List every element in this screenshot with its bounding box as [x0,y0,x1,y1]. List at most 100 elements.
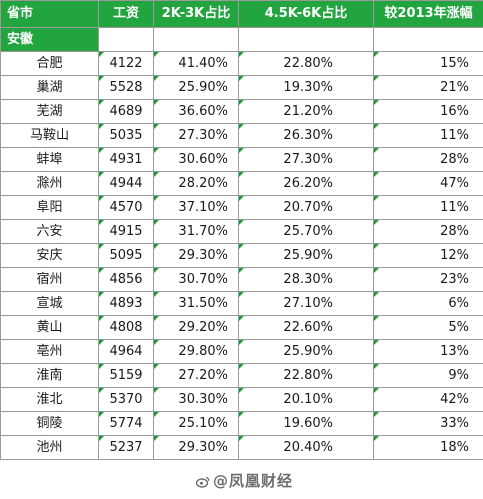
header-share-2k-3k[interactable]: 2K-3K占比 [153,0,239,28]
share-2k-3k-cell[interactable]: 25.10% [153,411,239,436]
city-cell[interactable]: 六安 [0,219,99,244]
wage-cell[interactable]: 4931 [98,147,154,172]
share-4-5k-6k-cell[interactable]: 20.70% [238,195,374,220]
city-cell[interactable]: 黄山 [0,315,99,340]
share-2k-3k-cell[interactable]: 31.50% [153,291,239,316]
growth-cell[interactable]: 15% [373,51,483,76]
wage-cell[interactable]: 4964 [98,339,154,364]
growth-cell[interactable]: 47% [373,171,483,196]
city-cell[interactable]: 宿州 [0,267,99,292]
wage-cell[interactable]: 5528 [98,75,154,100]
growth-cell[interactable]: 42% [373,387,483,412]
share-4-5k-6k-cell[interactable]: 21.20% [238,99,374,124]
share-4-5k-6k-cell[interactable]: 22.80% [238,51,374,76]
share-2k-3k-cell[interactable]: 31.70% [153,219,239,244]
wage-cell[interactable]: 5237 [98,435,154,460]
wage-cell[interactable]: 4915 [98,219,154,244]
share-4-5k-6k-cell[interactable]: 27.30% [238,147,374,172]
share-2k-3k-cell[interactable]: 29.80% [153,339,239,364]
share-2k-3k-cell[interactable]: 29.30% [153,435,239,460]
wage-cell[interactable]: 4856 [98,267,154,292]
city-cell[interactable]: 淮北 [0,387,99,412]
growth-cell[interactable]: 18% [373,435,483,460]
growth-cell[interactable]: 13% [373,339,483,364]
empty-cell[interactable] [373,27,483,52]
share-2k-3k-cell[interactable]: 36.60% [153,99,239,124]
empty-cell[interactable] [98,27,154,52]
city-cell[interactable]: 马鞍山 [0,123,99,148]
wage-cell[interactable]: 5095 [98,243,154,268]
city-cell[interactable]: 池州 [0,435,99,460]
share-4-5k-6k-cell[interactable]: 19.30% [238,75,374,100]
share-2k-3k-cell[interactable]: 25.90% [153,75,239,100]
city-cell[interactable]: 滁州 [0,171,99,196]
share-2k-3k-cell[interactable]: 27.20% [153,363,239,388]
share-4-5k-6k-cell[interactable]: 25.90% [238,339,374,364]
watermark: @凤凰财经 [196,470,293,491]
share-2k-3k-cell[interactable]: 29.20% [153,315,239,340]
wage-cell[interactable]: 5370 [98,387,154,412]
city-cell[interactable]: 芜湖 [0,99,99,124]
share-2k-3k-cell[interactable]: 30.60% [153,147,239,172]
share-4-5k-6k-cell[interactable]: 22.80% [238,363,374,388]
wage-cell[interactable]: 4808 [98,315,154,340]
share-4-5k-6k-cell[interactable]: 25.90% [238,243,374,268]
share-2k-3k-cell[interactable]: 30.70% [153,267,239,292]
growth-cell[interactable]: 11% [373,123,483,148]
share-4-5k-6k-cell[interactable]: 20.40% [238,435,374,460]
table-row: 黄山 4808 29.20% 22.60% 5% [0,315,483,340]
share-4-5k-6k-cell[interactable]: 26.20% [238,171,374,196]
growth-cell[interactable]: 12% [373,243,483,268]
empty-cell[interactable] [153,27,239,52]
share-2k-3k-cell[interactable]: 27.30% [153,123,239,148]
growth-cell[interactable]: 28% [373,219,483,244]
wage-cell[interactable]: 4689 [98,99,154,124]
empty-cell[interactable] [238,27,374,52]
growth-cell[interactable]: 33% [373,411,483,436]
share-4-5k-6k-cell[interactable]: 20.10% [238,387,374,412]
city-cell[interactable]: 宣城 [0,291,99,316]
growth-cell[interactable]: 28% [373,147,483,172]
wage-cell[interactable]: 4122 [98,51,154,76]
share-4-5k-6k-cell[interactable]: 22.60% [238,315,374,340]
share-4-5k-6k-cell[interactable]: 26.30% [238,123,374,148]
city-cell[interactable]: 安庆 [0,243,99,268]
share-4-5k-6k-cell[interactable]: 27.10% [238,291,374,316]
growth-cell[interactable]: 9% [373,363,483,388]
growth-cell[interactable]: 16% [373,99,483,124]
wage-cell[interactable]: 4944 [98,171,154,196]
city-cell[interactable]: 蚌埠 [0,147,99,172]
header-wage[interactable]: 工资 [98,0,154,28]
share-4-5k-6k-cell[interactable]: 25.70% [238,219,374,244]
city-cell[interactable]: 亳州 [0,339,99,364]
growth-cell[interactable]: 21% [373,75,483,100]
wage-cell[interactable]: 5159 [98,363,154,388]
share-2k-3k-cell[interactable]: 37.10% [153,195,239,220]
province-cell[interactable]: 安徽 [0,27,99,52]
header-share-4-5k-6k[interactable]: 4.5K-6K占比 [238,0,374,28]
city-cell[interactable]: 巢湖 [0,75,99,100]
city-cell[interactable]: 阜阳 [0,195,99,220]
share-2k-3k-cell[interactable]: 41.40% [153,51,239,76]
share-2k-3k-cell[interactable]: 30.30% [153,387,239,412]
header-city[interactable]: 省市 [0,0,99,28]
city-cell[interactable]: 淮南 [0,363,99,388]
wage-cell[interactable]: 5774 [98,411,154,436]
header-growth[interactable]: 较2013年涨幅 [373,0,483,28]
growth-cell[interactable]: 6% [373,291,483,316]
table-row: 池州 5237 29.30% 20.40% 18% [0,435,483,460]
wage-cell[interactable]: 4570 [98,195,154,220]
growth-cell[interactable]: 11% [373,195,483,220]
city-cell[interactable]: 铜陵 [0,411,99,436]
growth-cell[interactable]: 5% [373,315,483,340]
table-row: 巢湖 5528 25.90% 19.30% 21% [0,75,483,100]
share-4-5k-6k-cell[interactable]: 28.30% [238,267,374,292]
watermark-text: @凤凰财经 [213,472,294,490]
wage-cell[interactable]: 4893 [98,291,154,316]
wage-cell[interactable]: 5035 [98,123,154,148]
city-cell[interactable]: 合肥 [0,51,99,76]
growth-cell[interactable]: 23% [373,267,483,292]
share-4-5k-6k-cell[interactable]: 19.60% [238,411,374,436]
share-2k-3k-cell[interactable]: 28.20% [153,171,239,196]
share-2k-3k-cell[interactable]: 29.30% [153,243,239,268]
